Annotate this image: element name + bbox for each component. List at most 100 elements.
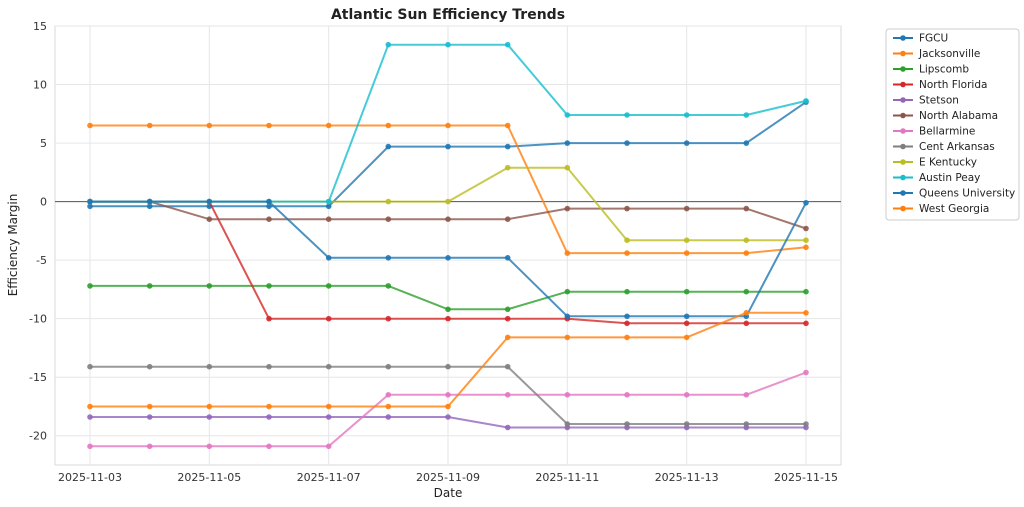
series-west-georgia [87, 310, 809, 410]
data-point-bellarmine [504, 392, 511, 398]
legend-entry-queens-university: Queens University [893, 188, 1015, 200]
data-point-austin-peay [683, 112, 690, 118]
x-tick-label: 2025-11-13 [655, 471, 719, 484]
data-point-jacksonville [146, 122, 153, 129]
x-tick-label: 2025-11-05 [177, 471, 241, 484]
data-point-e-kentucky [564, 164, 571, 171]
data-point-north-florida [385, 315, 392, 322]
data-point-north-alabama [564, 205, 571, 212]
y-tick-label: 10 [33, 79, 47, 92]
data-point-west-georgia [624, 334, 630, 341]
data-point-north-alabama [504, 216, 511, 222]
data-point-lipscomb [504, 306, 511, 313]
legend-entry-bellarmine: Bellarmine [893, 126, 975, 138]
data-point-fgcu [743, 140, 750, 146]
x-axis-title: Date [434, 486, 463, 500]
data-point-fgcu [87, 203, 93, 210]
legend-label: Lipscomb [919, 64, 969, 76]
data-point-jacksonville [624, 250, 630, 256]
data-point-e-kentucky [743, 237, 750, 243]
data-point-cent-arkansas [206, 363, 213, 370]
data-point-e-kentucky [683, 237, 690, 243]
legend-entry-e-kentucky: E Kentucky [893, 157, 977, 169]
legend-swatch-marker [900, 143, 906, 150]
data-point-west-georgia [743, 310, 750, 316]
legend-entry-north-florida: North Florida [893, 79, 987, 91]
data-point-west-georgia [146, 403, 153, 410]
legend-entry-fgcu: FGCU [893, 33, 948, 45]
data-point-north-florida [624, 320, 630, 327]
data-point-jacksonville [325, 122, 332, 129]
legend-swatch-marker [900, 81, 906, 88]
legend-swatch-marker [900, 112, 906, 119]
data-point-fgcu [445, 143, 451, 150]
data-point-cent-arkansas [146, 363, 153, 370]
data-point-queens-university [504, 254, 511, 261]
data-point-jacksonville [385, 122, 392, 129]
data-point-austin-peay [743, 112, 750, 118]
data-point-austin-peay [803, 98, 809, 104]
data-point-queens-university [266, 198, 272, 205]
legend-entry-austin-peay: Austin Peay [893, 172, 980, 184]
x-tick-label: 2025-11-09 [416, 471, 480, 484]
data-point-lipscomb [146, 283, 153, 289]
data-point-e-kentucky [445, 198, 451, 205]
data-point-bellarmine [624, 392, 630, 398]
data-point-north-florida [743, 320, 750, 327]
data-point-stetson [146, 414, 153, 420]
data-point-bellarmine [803, 369, 809, 376]
data-point-bellarmine [743, 392, 750, 398]
data-point-cent-arkansas [445, 363, 451, 370]
data-point-west-georgia [683, 334, 690, 341]
legend-label: West Georgia [919, 203, 989, 215]
data-point-queens-university [803, 200, 809, 206]
data-point-west-georgia [564, 334, 571, 341]
y-tick-label: -15 [29, 371, 47, 384]
data-point-jacksonville [504, 122, 511, 129]
data-point-west-georgia [504, 334, 511, 341]
legend-swatch-marker [900, 66, 906, 72]
data-point-west-georgia [266, 403, 272, 410]
data-point-lipscomb [803, 288, 809, 295]
data-point-bellarmine [683, 392, 690, 398]
legend-label: North Alabama [919, 110, 998, 122]
chart-title: Atlantic Sun Efficiency Trends [331, 7, 565, 23]
series-bellarmine [87, 369, 809, 450]
data-point-fgcu [564, 140, 571, 146]
data-point-e-kentucky [385, 198, 392, 205]
data-point-north-florida [445, 315, 451, 322]
data-point-queens-university [206, 198, 213, 205]
data-point-cent-arkansas [266, 363, 272, 370]
y-tick-labels: -20 -15 -10 -5 0 5 10 15 [29, 20, 47, 443]
data-point-north-alabama [624, 205, 630, 212]
data-point-west-georgia [385, 403, 392, 410]
x-tick-label: 2025-11-03 [58, 471, 122, 484]
data-point-stetson [445, 414, 451, 420]
data-point-jacksonville [445, 122, 451, 129]
x-tick-labels: 2025-11-03 2025-11-05 2025-11-07 2025-11-09… [58, 471, 838, 484]
data-point-west-georgia [87, 403, 93, 410]
legend-frame [885, 28, 1020, 221]
data-point-stetson [504, 424, 511, 431]
data-point-lipscomb [385, 283, 392, 289]
data-point-north-florida [683, 320, 690, 327]
series-lipscomb [87, 283, 809, 313]
legend-entry-lipscomb: Lipscomb [893, 64, 969, 76]
data-point-cent-arkansas [87, 363, 93, 370]
data-point-bellarmine [385, 392, 392, 398]
data-point-bellarmine [206, 443, 213, 450]
data-point-jacksonville [743, 250, 750, 256]
data-point-cent-arkansas [803, 421, 809, 427]
data-point-jacksonville [803, 244, 809, 251]
legend: FGCU Jacksonville Lipscomb North Florida Ste… [885, 28, 1020, 221]
data-point-lipscomb [564, 288, 571, 295]
data-point-austin-peay [624, 112, 630, 118]
data-point-north-alabama [325, 216, 332, 222]
data-point-e-kentucky [504, 164, 511, 171]
legend-swatch-marker [900, 35, 906, 41]
legend-swatch-marker [900, 128, 906, 134]
data-point-queens-university [564, 313, 571, 320]
series-layer [87, 41, 809, 450]
data-point-fgcu [683, 140, 690, 146]
